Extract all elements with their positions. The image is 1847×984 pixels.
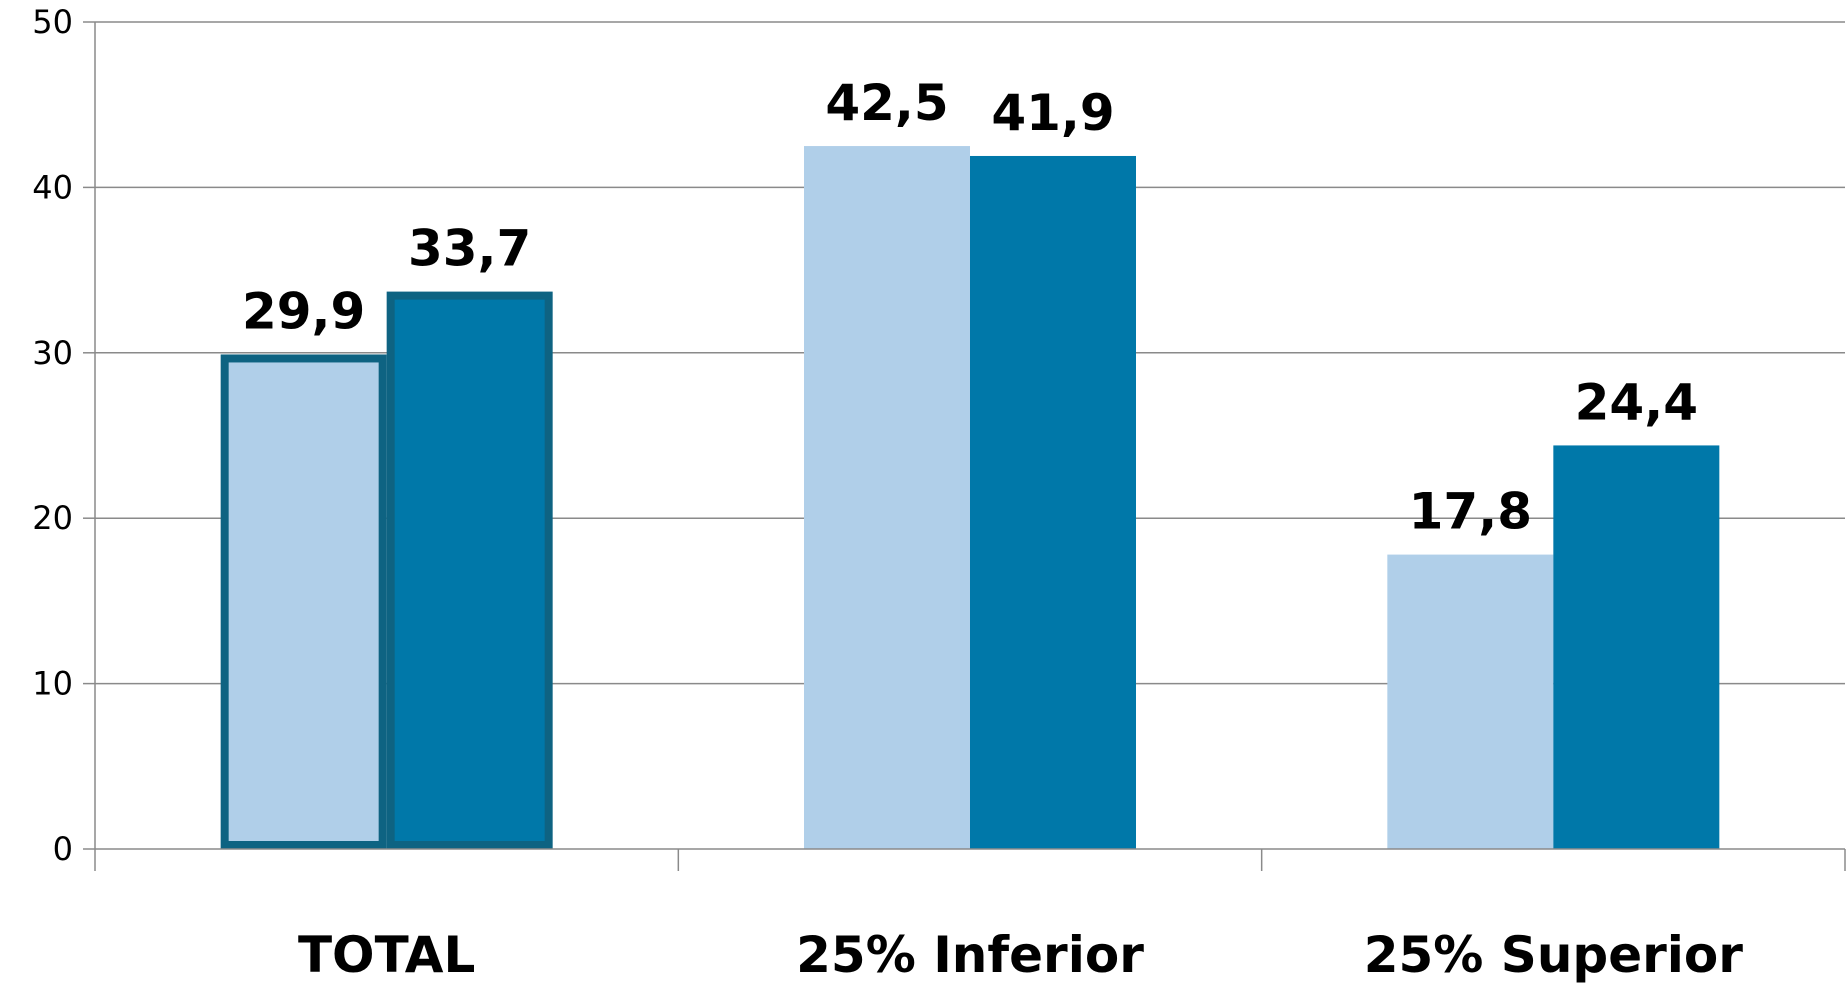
y-tick-label: 30 — [32, 334, 73, 372]
x-category-label: 25% Superior — [1364, 926, 1744, 984]
bar — [1387, 554, 1554, 849]
y-tick-label: 10 — [32, 665, 73, 703]
bars — [220, 146, 1720, 850]
data-label: 29,9 — [242, 282, 365, 340]
data-label: 17,8 — [1409, 483, 1532, 541]
bar — [220, 354, 387, 849]
y-tick-label: 50 — [32, 3, 73, 41]
data-label: 42,5 — [825, 74, 948, 132]
category-labels: TOTAL 25% Inferior 25% Superior — [298, 926, 1743, 984]
bar — [386, 291, 553, 849]
data-label: 41,9 — [991, 84, 1114, 142]
axes — [83, 21, 1846, 871]
data-labels: 29,9 33,7 42,5 41,9 17,8 24,4 — [242, 74, 1698, 541]
y-tick-label: 20 — [32, 499, 73, 537]
x-category-label: TOTAL — [298, 926, 475, 984]
y-tick-label: 0 — [53, 830, 73, 868]
data-label: 24,4 — [1575, 373, 1698, 431]
x-category-label: 25% Inferior — [796, 926, 1144, 984]
bar — [1553, 445, 1720, 849]
bar — [804, 146, 970, 850]
bar — [970, 155, 1136, 849]
y-axis-tick-labels: 0 10 20 30 40 50 — [32, 3, 73, 868]
data-label: 33,7 — [408, 220, 531, 278]
y-tick-label: 40 — [32, 168, 73, 206]
